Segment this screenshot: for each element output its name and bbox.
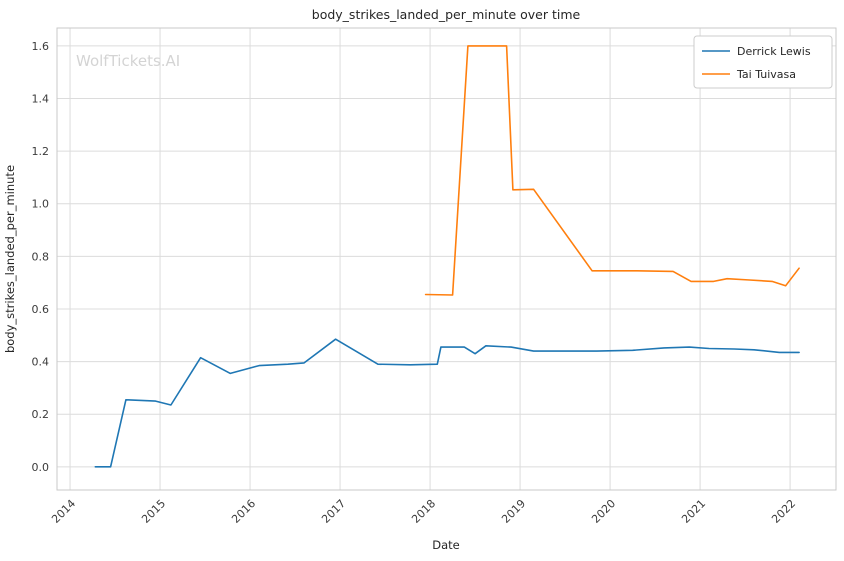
x-axis-label: Date [432,538,460,552]
legend-label-derrick-lewis: Derrick Lewis [737,45,811,58]
y-tick-label: 0.0 [32,461,50,474]
series-line-tai-tuivasa [424,45,800,296]
y-tick-label: 1.4 [32,93,50,106]
plot-border [56,27,837,491]
legend: Derrick Lewis Tai Tuivasa [693,35,833,89]
y-tick-label: 0.2 [32,408,50,421]
series-line-derrick-lewis [94,338,800,468]
y-tick-label: 1.6 [32,40,50,53]
y-tick-label: 0.6 [32,303,50,316]
y-tick-label: 0.4 [32,356,50,369]
watermark: WolfTickets.AI [76,52,180,70]
y-tick-label: 1.2 [32,145,50,158]
y-axis-label: body_strikes_landed_per_minute [3,165,17,353]
y-tick-label: 1.0 [32,198,50,211]
legend-label-tai-tuivasa: Tai Tuivasa [736,68,796,81]
series-layer [94,45,800,468]
y-tick-label: 0.8 [32,250,50,263]
chart-title: body_strikes_landed_per_minute over time [312,7,581,22]
legend-box [693,35,833,89]
grid-layer [57,28,836,490]
